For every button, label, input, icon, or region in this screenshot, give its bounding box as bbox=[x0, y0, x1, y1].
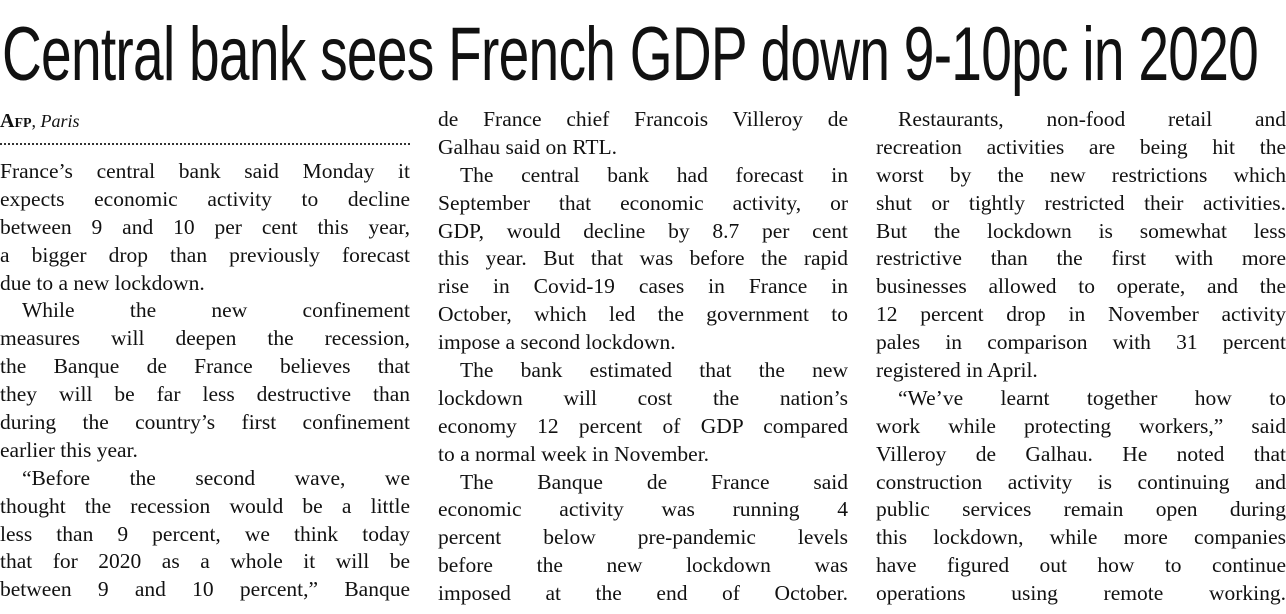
text-line: 12 percent drop in November activity bbox=[876, 302, 1286, 327]
text-line: imposed at the end of October. bbox=[438, 581, 848, 606]
text-line: this year. But that was before the rapid bbox=[438, 246, 848, 271]
text-line: The central bank had forecast in bbox=[460, 162, 848, 187]
text-line: “We’ve learnt together how to bbox=[898, 385, 1286, 410]
text-line: between 9 and 10 percent,” Banque bbox=[0, 577, 410, 602]
text-line: worst by the new restrictions which bbox=[876, 162, 1286, 187]
text-line: Villeroy de Galhau. He noted that bbox=[876, 441, 1286, 466]
text-line: this lockdown, while more companies bbox=[876, 525, 1286, 550]
byline-agency: Afp bbox=[0, 110, 32, 132]
text-line: September that economic activity, or bbox=[438, 190, 848, 215]
article-column-3: Restaurants, non-food retail and recreati… bbox=[876, 106, 1286, 608]
byline: Afp, Paris bbox=[0, 110, 80, 132]
text-line: public services remain open during bbox=[876, 497, 1286, 522]
text-line: lockdown will cost the nation’s bbox=[438, 385, 848, 410]
text-line: “Before the second wave, we bbox=[22, 465, 410, 490]
text-line: that for 2020 as a whole it will be bbox=[0, 549, 410, 574]
paragraph: Restaurants, non-food retail and recreati… bbox=[876, 106, 1286, 385]
text-line: work while protecting workers,” said bbox=[876, 413, 1286, 438]
text-line: a bigger drop than previously forecast bbox=[0, 242, 410, 267]
text-line: earlier this year. bbox=[0, 437, 138, 462]
text-line: shut or tightly restricted their activit… bbox=[876, 190, 1286, 215]
paragraph: While the new confinement measures will d… bbox=[0, 297, 410, 464]
text-line: The bank estimated that the new bbox=[460, 358, 848, 383]
paragraph: France’s central bank said Monday it expe… bbox=[0, 158, 410, 297]
text-line: measures will deepen the recession, bbox=[0, 326, 410, 351]
paragraph: de France chief Francois Villeroy de Galh… bbox=[438, 106, 848, 162]
text-line: have figured out how to continue bbox=[876, 553, 1286, 578]
paragraph: The Banque de France said economic activi… bbox=[438, 469, 848, 608]
text-line: pales in comparison with 31 percent bbox=[876, 330, 1286, 355]
text-line: the Banque de France believes that bbox=[0, 354, 410, 379]
text-line: due to a new lockdown. bbox=[0, 270, 205, 295]
article-column-2: de France chief Francois Villeroy de Galh… bbox=[438, 106, 848, 608]
text-line: before the new lockdown was bbox=[438, 553, 848, 578]
text-line: they will be far less destructive than bbox=[0, 382, 410, 407]
text-line: The Banque de France said bbox=[460, 469, 848, 494]
text-line: Galhau said on RTL. bbox=[438, 134, 618, 159]
text-line: thought the recession would be a little bbox=[0, 493, 410, 518]
text-line: during the country’s first confinement bbox=[0, 410, 410, 435]
text-line: businesses allowed to operate, and the bbox=[876, 274, 1286, 299]
text-line: economy 12 percent of GDP compared bbox=[438, 413, 848, 438]
text-line: GDP, would decline by 8.7 per cent bbox=[438, 218, 848, 243]
text-line: to a normal week in November. bbox=[438, 441, 710, 466]
text-line: While the new confinement bbox=[22, 298, 410, 323]
text-line: registered in April. bbox=[876, 358, 1038, 383]
text-line: But the lockdown is somewhat less bbox=[876, 218, 1286, 243]
text-line: expects economic activity to decline bbox=[0, 186, 410, 211]
text-line: impose a second lockdown. bbox=[438, 330, 676, 355]
byline-place: Paris bbox=[40, 111, 80, 131]
paragraph: The central bank had forecast in Septembe… bbox=[438, 162, 848, 357]
text-line: France’s central bank said Monday it bbox=[0, 159, 410, 183]
text-line: de France chief Francois Villeroy de bbox=[438, 107, 848, 131]
text-line: economic activity was running 4 bbox=[438, 497, 848, 522]
text-line: recreation activities are being hit the bbox=[876, 134, 1286, 159]
text-line: October, which led the government to bbox=[438, 302, 848, 327]
text-line: construction activity is continuing and bbox=[876, 469, 1286, 494]
headline: Central bank sees French GDP down 9-10pc… bbox=[2, 12, 1259, 97]
text-line: rise in Covid-19 cases in France in bbox=[438, 274, 848, 299]
text-line: between 9 and 10 per cent this year, bbox=[0, 214, 410, 239]
paragraph: “Before the second wave, we thought the r… bbox=[0, 465, 410, 604]
paragraph: The bank estimated that the new lockdown … bbox=[438, 357, 848, 469]
text-line: less than 9 percent, we think today bbox=[0, 521, 410, 546]
text-line: restrictive than the first with more bbox=[876, 246, 1286, 271]
text-line: operations using remote working. bbox=[876, 581, 1286, 606]
text-line: Restaurants, non-food retail and bbox=[898, 107, 1286, 131]
dotted-divider bbox=[0, 143, 410, 145]
paragraph: “We’ve learnt together how to work while … bbox=[876, 385, 1286, 608]
text-line: percent below pre-pandemic levels bbox=[438, 525, 848, 550]
article-column-1: France’s central bank said Monday it expe… bbox=[0, 158, 410, 604]
